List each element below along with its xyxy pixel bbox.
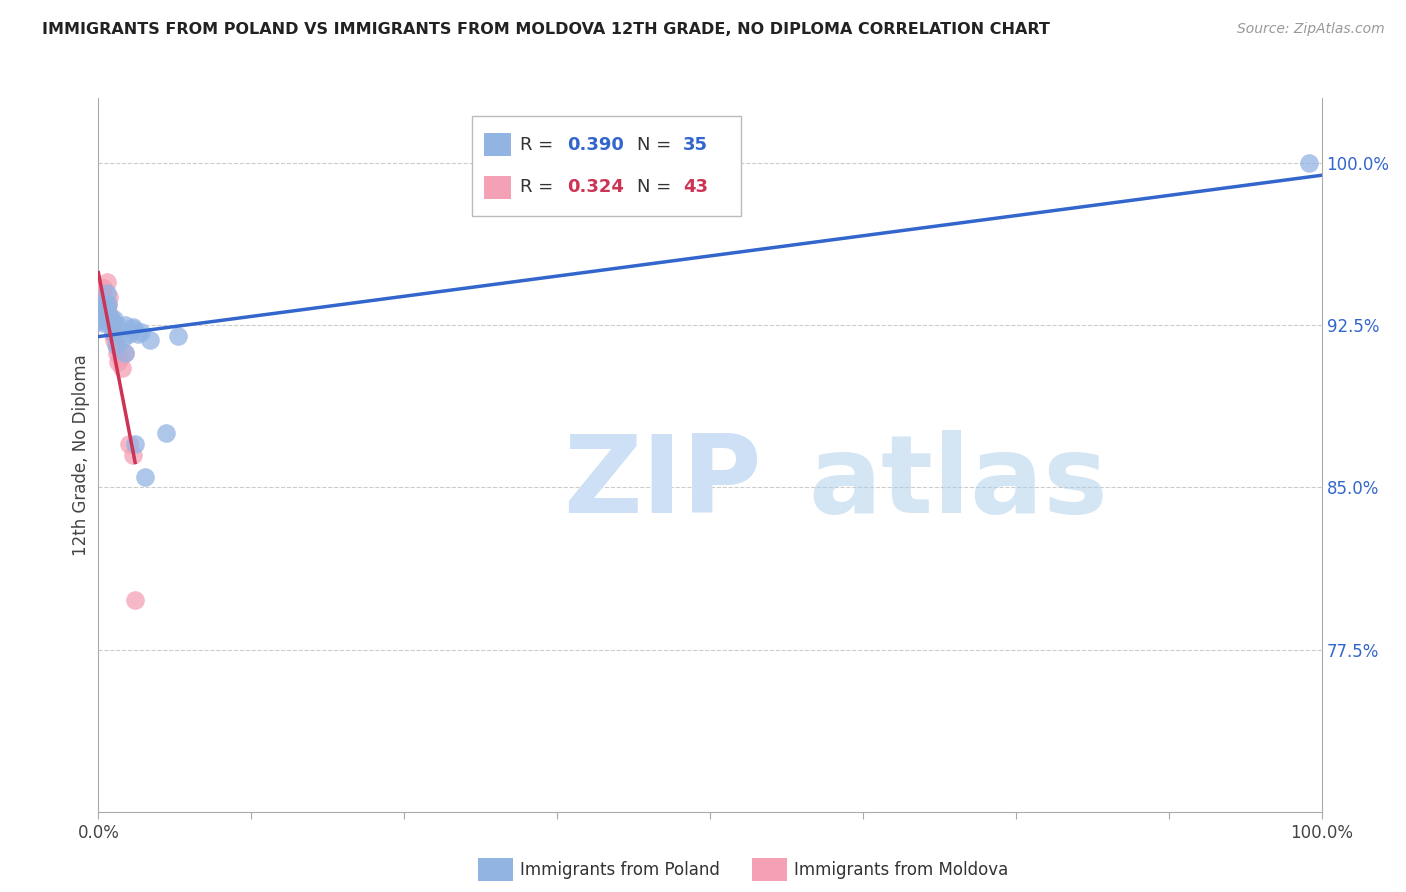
Point: [124, 437, 146, 451]
Point: [97, 296, 120, 310]
Point: [134, 469, 156, 483]
Point: [91, 307, 114, 321]
Point: [93, 296, 115, 310]
Point: [101, 325, 124, 339]
Point: [121, 322, 143, 336]
Point: [91, 296, 114, 310]
Bar: [484, 133, 510, 156]
Point: [114, 346, 136, 360]
Point: [105, 318, 128, 333]
Point: [97, 296, 120, 310]
Point: [121, 448, 143, 462]
Point: [91, 311, 114, 326]
Point: [93, 296, 115, 310]
Point: [124, 592, 146, 607]
Point: [121, 320, 143, 334]
Point: [101, 316, 124, 330]
Text: Immigrants from Poland: Immigrants from Poland: [520, 861, 720, 879]
Point: [89, 296, 111, 310]
Point: [91, 296, 114, 310]
Point: [105, 340, 128, 354]
Point: [91, 307, 114, 321]
Text: Source: ZipAtlas.com: Source: ZipAtlas.com: [1237, 22, 1385, 37]
Point: [96, 285, 118, 300]
Point: [105, 346, 128, 360]
FancyBboxPatch shape: [471, 116, 741, 216]
Point: [103, 320, 125, 334]
Text: R =: R =: [520, 178, 560, 196]
Point: [98, 307, 121, 321]
Point: [104, 337, 127, 351]
Point: [90, 285, 112, 300]
Text: IMMIGRANTS FROM POLAND VS IMMIGRANTS FROM MOLDOVA 12TH GRADE, NO DIPLOMA CORRELA: IMMIGRANTS FROM POLAND VS IMMIGRANTS FRO…: [42, 22, 1050, 37]
Bar: [484, 176, 510, 199]
Point: [91, 305, 114, 319]
Point: [97, 307, 120, 321]
Point: [110, 351, 132, 365]
Point: [100, 311, 122, 326]
Point: [118, 437, 141, 451]
Text: atlas: atlas: [808, 431, 1108, 536]
Point: [129, 325, 152, 339]
Point: [91, 290, 114, 304]
Point: [96, 301, 118, 315]
Text: 43: 43: [683, 178, 709, 196]
Point: [90, 307, 112, 321]
Point: [127, 326, 149, 341]
Point: [91, 281, 114, 295]
Text: ZIP: ZIP: [564, 431, 762, 536]
Point: [107, 355, 129, 369]
Point: [100, 311, 122, 326]
Point: [91, 316, 114, 330]
Point: [96, 296, 118, 310]
Point: [91, 294, 114, 309]
Point: [114, 346, 136, 360]
Point: [89, 296, 111, 310]
Point: [103, 334, 125, 348]
Point: [101, 318, 124, 333]
Point: [139, 334, 162, 348]
Point: [91, 292, 114, 306]
Point: [94, 311, 117, 326]
Point: [93, 310, 115, 324]
Text: N =: N =: [637, 136, 676, 153]
Text: Immigrants from Moldova: Immigrants from Moldova: [794, 861, 1008, 879]
Point: [98, 314, 121, 328]
Point: [103, 325, 125, 339]
Point: [103, 311, 125, 326]
Point: [91, 281, 114, 295]
Point: [111, 361, 134, 376]
Point: [167, 329, 190, 343]
Point: [114, 318, 136, 333]
Point: [90, 288, 112, 302]
Point: [90, 314, 112, 328]
Point: [93, 311, 115, 326]
Point: [111, 331, 134, 345]
Point: [90, 285, 112, 300]
Point: [93, 299, 115, 313]
Point: [89, 296, 111, 310]
Point: [155, 426, 177, 441]
Point: [98, 290, 121, 304]
Point: [94, 307, 117, 321]
Text: 0.324: 0.324: [567, 178, 624, 196]
Point: [91, 296, 114, 310]
Point: [90, 285, 112, 300]
Point: [1298, 156, 1320, 170]
Text: N =: N =: [637, 178, 676, 196]
Text: R =: R =: [520, 136, 560, 153]
Point: [94, 303, 117, 318]
Point: [96, 275, 118, 289]
Point: [91, 285, 114, 300]
Point: [101, 326, 124, 341]
Point: [118, 326, 141, 341]
Text: 0.390: 0.390: [567, 136, 624, 153]
Point: [89, 299, 111, 313]
Point: [91, 303, 114, 318]
Y-axis label: 12th Grade, No Diploma: 12th Grade, No Diploma: [72, 354, 90, 556]
Text: 35: 35: [683, 136, 709, 153]
